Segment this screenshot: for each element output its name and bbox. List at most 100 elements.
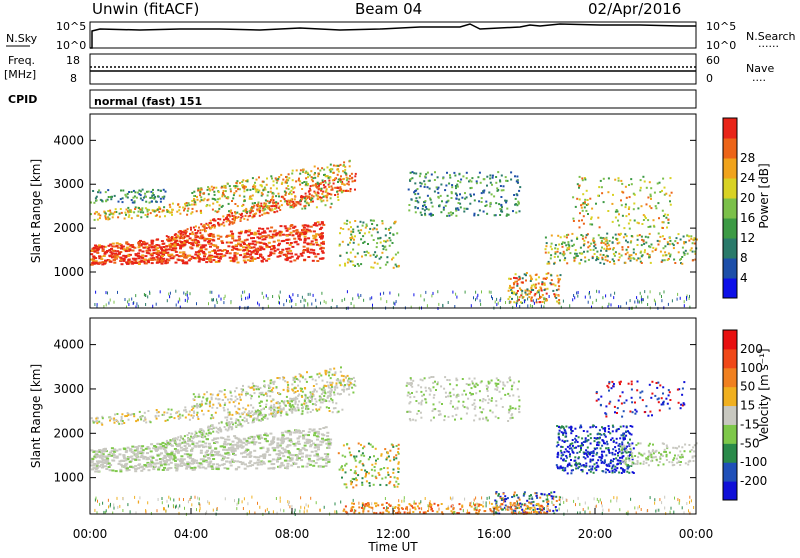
velocity-data-point [309, 445, 312, 447]
power-data-point [253, 258, 256, 260]
power-data-point [437, 176, 439, 178]
velocity-data-point [182, 415, 184, 417]
power-data-point [365, 254, 367, 256]
power-data-point [302, 229, 305, 231]
velocity-data-point [287, 400, 289, 402]
velocity-data-point [274, 407, 276, 409]
velocity-data-point [91, 462, 94, 464]
velocity-data-point [164, 464, 167, 466]
velocity-data-point [154, 466, 157, 468]
power-data-point [144, 193, 146, 195]
power-data-point [547, 288, 549, 290]
power-data-point [557, 251, 559, 253]
power-data-point [135, 254, 138, 256]
velocity-data-point [297, 395, 299, 397]
power-data-point [164, 215, 166, 217]
power-data-point [395, 254, 397, 256]
power-data-point [623, 236, 625, 238]
power-data-point [191, 243, 194, 245]
power-data-point [612, 237, 614, 239]
velocity-data-point [186, 463, 189, 465]
power-data-point [148, 209, 150, 211]
nave-marker: ···· [752, 74, 766, 87]
power-data-point [246, 252, 249, 254]
velocity-data-point [332, 411, 334, 413]
velocity-data-point [291, 398, 293, 400]
power-data-point [268, 242, 271, 244]
power-data-point [384, 246, 386, 248]
power-data-point [142, 189, 144, 191]
power-data-point [489, 174, 491, 176]
velocity-data-point [223, 457, 226, 459]
power-data-point [427, 304, 428, 307]
power-data-point [641, 223, 643, 225]
power-data-point [340, 181, 342, 183]
power-data-point [662, 210, 664, 212]
velocity-data-point [301, 453, 304, 455]
freq-right-tick-top: 60 [706, 54, 720, 67]
power-data-point [555, 297, 557, 299]
velocity-data-point [240, 444, 243, 446]
velocity-data-point [163, 414, 165, 416]
velocity-data-point [169, 455, 172, 457]
velocity-data-point [201, 400, 203, 402]
power-data-point [617, 220, 619, 222]
power-data-point [263, 213, 265, 215]
power-data-point [269, 208, 271, 210]
velocity-data-point [191, 433, 193, 435]
velocity-data-point [97, 461, 100, 463]
power-data-point [463, 208, 465, 210]
power-colorbar-segment [723, 118, 737, 139]
velocity-data-point [152, 457, 155, 459]
velocity-data-point [204, 436, 206, 438]
power-data-point [594, 253, 596, 255]
velocity-data-point [317, 448, 320, 450]
velocity-data-point [316, 435, 319, 437]
power-data-point [650, 207, 652, 209]
power-data-point [131, 217, 133, 219]
power-data-point [496, 187, 498, 189]
velocity-data-point [93, 422, 95, 424]
power-ytick-label: 2000 [53, 221, 84, 235]
power-data-point [317, 183, 319, 185]
power-data-point [621, 204, 623, 206]
power-data-point [441, 200, 443, 202]
power-data-point [590, 249, 592, 251]
velocity-data-point [206, 438, 209, 440]
power-data-point [155, 201, 157, 203]
power-data-point [398, 265, 400, 267]
velocity-data-point [223, 407, 225, 409]
power-data-point [291, 246, 294, 248]
power-data-point [322, 180, 324, 182]
velocity-data-point [304, 387, 306, 389]
power-data-point [200, 212, 202, 214]
velocity-data-point [236, 460, 239, 462]
velocity-data-point [226, 419, 228, 421]
date-title: 02/Apr/2016 [588, 0, 681, 18]
power-data-point [114, 195, 116, 197]
power-data-point [349, 242, 351, 244]
velocity-data-point [217, 468, 220, 470]
power-data-point [455, 210, 457, 212]
power-data-point [677, 298, 678, 301]
velocity-data-point [268, 414, 270, 416]
power-data-point [189, 258, 192, 260]
velocity-data-point [305, 456, 308, 458]
power-data-point [377, 237, 379, 239]
power-data-point [448, 301, 449, 304]
power-data-point [253, 215, 255, 217]
power-data-point [239, 188, 241, 190]
velocity-data-point [229, 401, 231, 403]
power-data-point [114, 211, 116, 213]
power-data-point [519, 210, 521, 212]
power-data-point [247, 256, 250, 258]
power-data-point [372, 220, 374, 222]
power-data-point [349, 160, 351, 162]
power-data-point [310, 185, 312, 187]
velocity-data-point [188, 432, 190, 434]
velocity-data-point [115, 419, 117, 421]
power-data-point [279, 234, 282, 236]
power-data-point [562, 246, 564, 248]
power-data-point [668, 219, 670, 221]
power-data-point [132, 202, 134, 204]
